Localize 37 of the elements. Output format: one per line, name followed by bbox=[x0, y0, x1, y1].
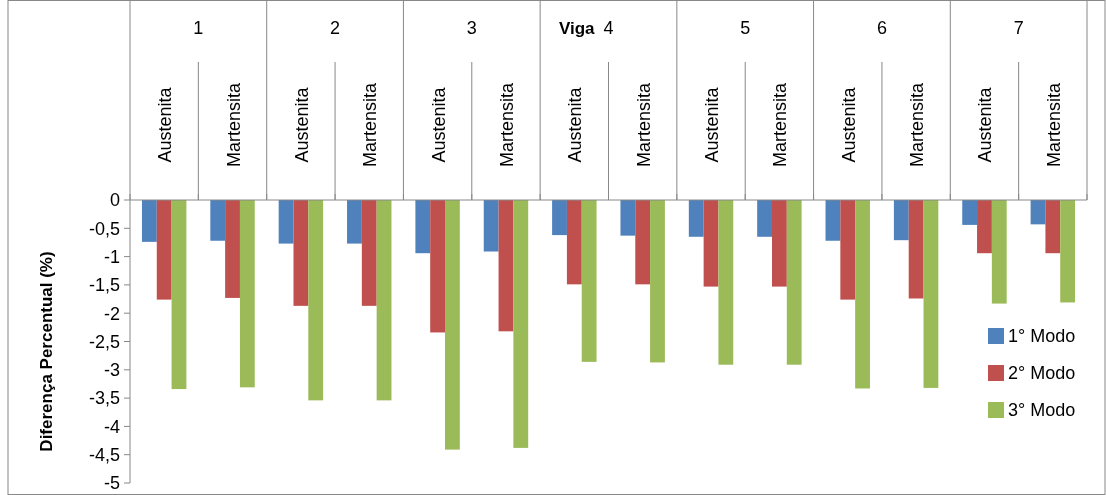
x-tick-label: Martensita bbox=[1043, 82, 1064, 168]
legend-label: 1° Modo bbox=[1008, 326, 1076, 347]
y-tick-label: -1 bbox=[103, 246, 120, 267]
x-tick-label: Martensita bbox=[633, 82, 654, 168]
x-tick-label: Austenita bbox=[838, 86, 859, 163]
x-tick-label: Austenita bbox=[565, 86, 586, 163]
x-tick-label: Martensita bbox=[223, 82, 244, 168]
text: 3 bbox=[466, 18, 477, 38]
text: 6 bbox=[876, 18, 887, 38]
y-tick-label: -5 bbox=[103, 473, 120, 494]
x-tick-label: Martensita bbox=[360, 82, 381, 168]
legend-label: 3° Modo bbox=[1008, 400, 1076, 421]
x-axis-title: Viga bbox=[558, 19, 596, 38]
x-tick-label: Martensita bbox=[907, 82, 928, 168]
y-tick-label: 0 bbox=[109, 190, 120, 211]
text: 2 bbox=[330, 18, 341, 38]
text: 1 bbox=[193, 18, 204, 38]
x-tick-label: Martensita bbox=[770, 82, 791, 168]
text: 7 bbox=[1013, 18, 1024, 38]
y-tick-label: -3 bbox=[103, 360, 120, 381]
y-tick-label: -3,5 bbox=[88, 388, 120, 409]
y-axis-title: Diferença Percentual (%) bbox=[37, 251, 56, 452]
x-tick-label: Austenita bbox=[291, 86, 312, 163]
x-tick-label: Austenita bbox=[155, 86, 176, 163]
text: 5 bbox=[740, 18, 751, 38]
x-tick-label: Austenita bbox=[428, 86, 449, 163]
y-tick-label: -4 bbox=[103, 416, 120, 437]
y-tick-label: -2 bbox=[103, 303, 120, 324]
text: 4 bbox=[603, 18, 614, 38]
x-tick-label: Martensita bbox=[496, 82, 517, 168]
y-tick-label: -1,5 bbox=[88, 275, 120, 296]
x-tick-label: Austenita bbox=[975, 86, 996, 163]
y-tick-label: -4,5 bbox=[88, 445, 120, 465]
y-tick-label: -0,5 bbox=[88, 218, 120, 239]
x-tick-label: Austenita bbox=[702, 86, 723, 163]
y-tick-label: -2,5 bbox=[88, 331, 120, 352]
legend-label: 2° Modo bbox=[1008, 363, 1076, 384]
